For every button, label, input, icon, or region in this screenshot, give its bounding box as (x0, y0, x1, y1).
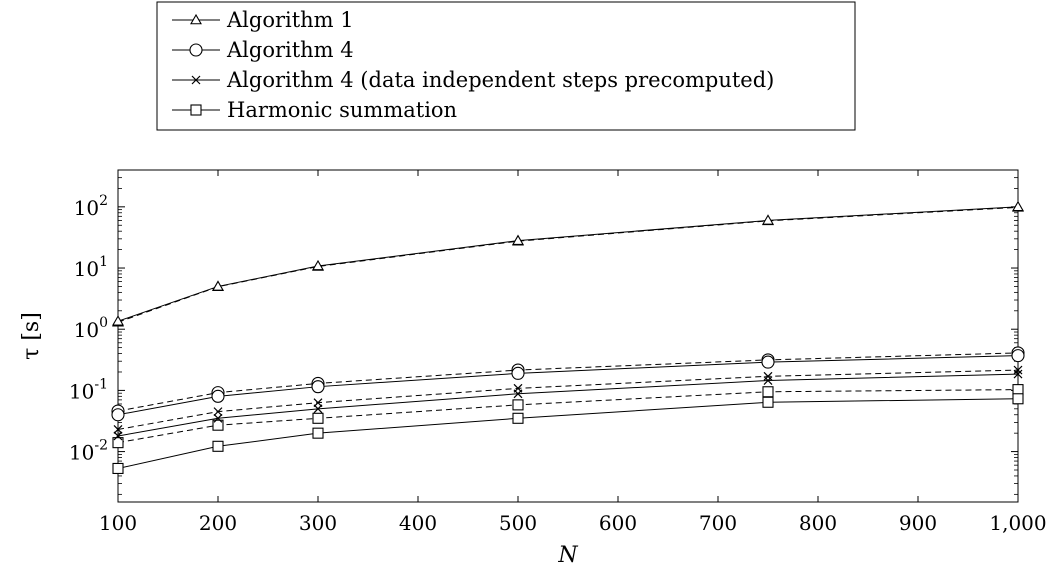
data-point (213, 413, 223, 423)
x-tick-label: 100 (99, 511, 137, 535)
y-tick-label: 100 (74, 315, 108, 342)
data-point (212, 419, 224, 431)
series-line (117, 369, 1019, 430)
data-point (511, 366, 525, 380)
y-tick-label: 102 (74, 193, 108, 220)
x-tick-label: 800 (799, 511, 837, 535)
data-point (113, 425, 123, 434)
legend-entry: Algorithm 1 (172, 8, 354, 32)
data-point (762, 386, 774, 398)
legend-entry: Algorithm 4 (172, 38, 354, 62)
x-tick-label: 400 (399, 511, 437, 535)
axis-tick-labels: 100 200 300 400 500 600 700 800 900 1,000 10-2 10-1… (69, 193, 1047, 535)
data-point (1011, 349, 1025, 363)
plot-area-border (117, 169, 1019, 503)
legend-entry: Algorithm 4 (data independent steps prec… (172, 68, 774, 92)
data-point (212, 440, 224, 452)
legend-entry: Harmonic summation (172, 98, 457, 122)
legend-marker (190, 13, 202, 25)
x-tick-label: 900 (899, 511, 937, 535)
series-line (117, 389, 1019, 444)
data-point (761, 355, 775, 369)
x-tick-label: 1,000 (989, 511, 1046, 535)
data-point (762, 396, 774, 408)
series-line (117, 355, 1019, 416)
series-line (117, 352, 1019, 412)
x-tick-label: 300 (299, 511, 337, 535)
data-point (1012, 200, 1024, 212)
series-line (117, 373, 1019, 437)
data-point (313, 404, 323, 414)
data-point (312, 427, 324, 439)
data-point (513, 389, 523, 399)
series-7 (112, 384, 1024, 449)
series-3 (112, 393, 1024, 475)
data-series (111, 200, 1025, 475)
data-point (762, 214, 774, 225)
data-point (112, 437, 124, 449)
series-5 (111, 346, 1025, 418)
y-tick-label: 10-2 (69, 438, 108, 465)
data-point (763, 376, 773, 385)
series-4 (112, 201, 1024, 327)
x-tick-label: 200 (199, 511, 237, 535)
legend: Algorithm 1 Algorithm 4 Algorithm 4 (data … (156, 1, 856, 131)
data-point (211, 389, 225, 403)
legend-label: Algorithm 4 (data independent steps prec… (226, 68, 774, 92)
data-point (1013, 369, 1023, 379)
axis-ticks (117, 169, 1019, 502)
legend-label: Harmonic summation (227, 98, 457, 122)
y-tick-label: 10-1 (69, 376, 108, 403)
plot-frame (117, 169, 1019, 503)
legend-marker (190, 104, 202, 116)
data-point (311, 380, 325, 394)
data-point (512, 234, 524, 245)
data-point (512, 399, 524, 411)
x-tick-label: 600 (599, 511, 637, 535)
series-0 (112, 200, 1024, 326)
y-tick-label: 101 (74, 254, 108, 281)
data-point (312, 259, 324, 271)
series-2 (113, 369, 1023, 441)
data-point (1012, 384, 1024, 396)
data-point (763, 371, 773, 381)
data-point (213, 407, 223, 417)
data-point (512, 412, 524, 424)
data-point (1012, 393, 1024, 405)
data-point (112, 462, 124, 475)
data-point (312, 412, 324, 424)
data-point (113, 431, 123, 441)
data-point (111, 408, 125, 422)
series-line (117, 206, 1019, 322)
legend-marker (191, 75, 201, 85)
legend-label: Algorithm 1 (226, 8, 354, 32)
x-tick-label: 700 (699, 511, 737, 535)
series-1 (111, 349, 1025, 422)
legend-marker (189, 43, 203, 57)
data-point (1013, 365, 1023, 375)
series-line (117, 206, 1019, 323)
x-axis-label: N (557, 543, 578, 568)
y-axis-label: τ [s] (19, 312, 44, 360)
legend-box (156, 1, 856, 131)
legend-label: Algorithm 4 (226, 38, 354, 62)
data-point (112, 315, 124, 326)
series-line (117, 398, 1019, 469)
data-point (212, 280, 224, 291)
x-tick-label: 500 (499, 511, 537, 535)
